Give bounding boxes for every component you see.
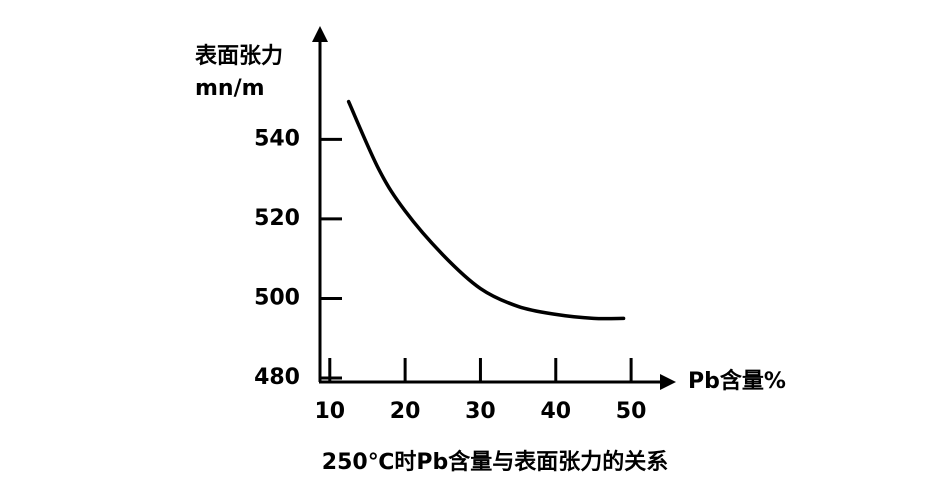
x-tick-label: 50: [616, 399, 647, 424]
x-axis-arrow: [660, 374, 676, 390]
x-tick-label: 30: [465, 399, 496, 424]
line-series: [346, 99, 626, 321]
y-axis-unit: mn/m: [195, 76, 265, 101]
x-tick-label: 10: [314, 399, 345, 424]
y-tick-label: 520: [254, 206, 300, 231]
x-tick-label: 20: [390, 399, 421, 424]
x-tick-label: 40: [540, 399, 571, 424]
y-tick-label: 500: [254, 285, 300, 310]
y-axis-arrow: [312, 26, 328, 42]
x-axis-label: Pb含量%: [688, 368, 786, 394]
chart-title: 250℃时Pb含量与表面张力的关系: [322, 449, 668, 475]
y-tick-label: 480: [254, 365, 300, 390]
y-axis-label: 表面张力: [195, 44, 283, 69]
y-tick-label: 540: [254, 126, 300, 151]
